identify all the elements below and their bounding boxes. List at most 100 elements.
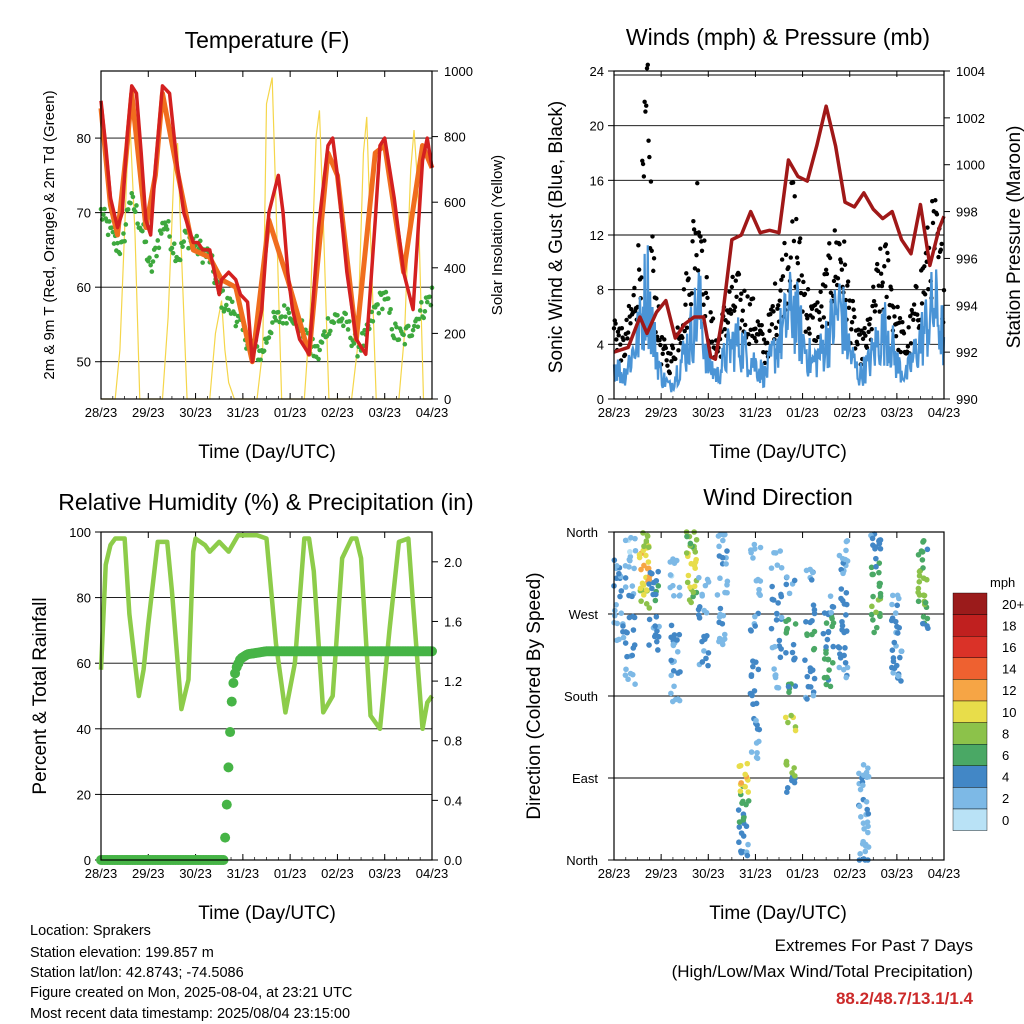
rh-xtick-label: 30/23 — [179, 866, 212, 881]
wind-ytick-label: 20 — [590, 119, 604, 134]
direction-point — [744, 760, 751, 767]
legend-label: 6 — [1002, 748, 1009, 763]
direction-point — [622, 672, 629, 678]
gust-point — [919, 301, 925, 306]
direction-point — [841, 652, 847, 659]
dir-ytick-label: North — [566, 525, 598, 540]
wind-y2tick-label: 1002 — [956, 111, 985, 126]
dir-xtick-label: 03/23 — [881, 866, 914, 881]
wind-xtick-label: 30/23 — [692, 405, 725, 420]
direction-point — [643, 552, 649, 559]
gust-point — [636, 243, 641, 248]
direction-point — [668, 690, 674, 697]
direction-point — [789, 649, 796, 656]
speed-color-legend: mph 20+ 18 16 14 12 10 8 6 4 2 0 — [952, 575, 1024, 831]
gust-series — [611, 62, 947, 376]
dewpoint-point — [121, 231, 126, 236]
direction-point — [891, 665, 898, 672]
dewpoint-point — [258, 357, 263, 363]
gust-point — [845, 283, 850, 288]
direction-point — [748, 749, 755, 755]
direction-point — [652, 623, 658, 629]
direction-point — [778, 564, 785, 571]
direction-point — [768, 625, 775, 632]
dewpoint-point — [401, 332, 406, 338]
dewpoint-point — [181, 239, 187, 244]
wind-y2tick-label: 1004 — [956, 64, 985, 79]
direction-point — [737, 788, 744, 795]
dewpoint-point — [416, 316, 422, 322]
dewpoint-point — [111, 241, 117, 246]
direction-point — [696, 574, 702, 581]
direction-point — [820, 630, 827, 637]
gust-point — [813, 338, 819, 344]
temp-border — [100, 70, 433, 400]
direction-point — [894, 602, 901, 609]
dewpoint-point — [106, 219, 112, 224]
gust-point — [732, 304, 738, 310]
direction-point — [783, 618, 789, 625]
direction-point — [843, 674, 850, 681]
direction-point — [643, 587, 650, 593]
direction-point — [646, 605, 653, 611]
direction-point — [865, 823, 871, 830]
direction-point — [865, 829, 871, 836]
direction-point — [864, 819, 871, 825]
gust-point — [695, 268, 701, 273]
rh-xtick-label: 01/23 — [274, 866, 307, 881]
direction-point — [920, 575, 927, 582]
dewpoint-point — [105, 232, 111, 238]
gust-point — [824, 271, 830, 277]
direction-point — [784, 574, 790, 580]
dewpoint-point — [402, 341, 408, 347]
direction-point — [865, 811, 872, 817]
precip-point — [225, 727, 236, 738]
direction-point — [836, 664, 843, 671]
gust-point — [828, 290, 834, 295]
gust-point — [681, 287, 687, 292]
gust-point — [773, 325, 779, 330]
direction-point — [839, 555, 846, 562]
direction-point — [647, 569, 654, 576]
dewpoint-point — [285, 306, 291, 312]
dewpoint-point — [123, 222, 129, 227]
dewpoint-point — [135, 221, 140, 226]
dir-ytick-label: East — [572, 771, 598, 786]
direction-point — [750, 701, 756, 708]
gust-point — [761, 337, 767, 342]
gust-point — [754, 339, 759, 344]
direction-point — [803, 618, 809, 625]
gust-point — [650, 234, 655, 239]
temp-ytick-label: 50 — [77, 355, 91, 370]
direction-point — [823, 644, 829, 650]
gust-point — [816, 309, 822, 315]
direction-point — [654, 628, 660, 634]
gust-point — [772, 281, 778, 286]
dir-ytick-label: South — [564, 689, 598, 704]
dewpoint-point — [161, 227, 166, 232]
gust-point — [880, 280, 885, 285]
gust-point — [780, 274, 786, 279]
dewpoint-point — [166, 219, 171, 224]
direction-point — [924, 615, 931, 622]
dewpoint-point — [341, 323, 346, 329]
gust-point — [782, 240, 787, 246]
dewpoint-point — [346, 319, 352, 324]
dewpoint-point — [427, 294, 432, 300]
direction-point — [802, 657, 808, 663]
direction-point — [825, 656, 832, 663]
rh-xtick-label: 02/23 — [321, 866, 354, 881]
direction-point — [618, 610, 625, 617]
gust-point — [832, 228, 837, 233]
direction-point — [742, 771, 748, 778]
direction-point — [860, 772, 867, 778]
direction-point — [891, 639, 898, 646]
rh-ytick-label: 20 — [77, 787, 91, 802]
direction-point — [677, 669, 683, 675]
direction-point — [755, 576, 761, 583]
direction-point — [868, 611, 875, 618]
direction-point — [838, 595, 844, 602]
direction-point — [703, 655, 709, 662]
direction-point — [716, 543, 722, 550]
